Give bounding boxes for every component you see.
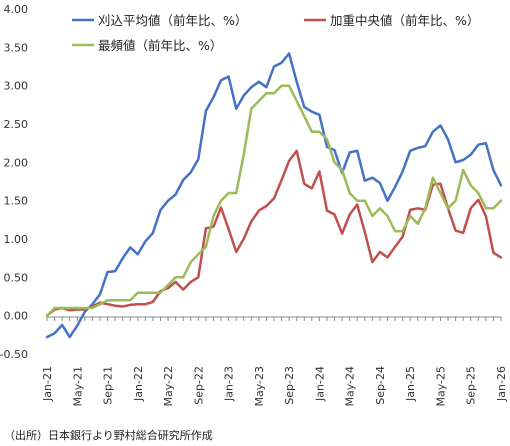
x-tick-label: May-24	[344, 366, 357, 407]
series-lines	[45, 52, 503, 339]
x-tick-label: Jan-24	[313, 366, 326, 402]
y-tick-label: 2.00	[4, 156, 29, 169]
y-tick-label: 4.00	[4, 3, 29, 16]
x-tick-label: Sep-21	[102, 366, 115, 405]
series-line-3	[45, 84, 503, 317]
legend-label-2: 加重中央値（前年比、%）	[330, 13, 479, 28]
x-tick-label: Sep-23	[283, 366, 296, 405]
legend: 刈込平均値（前年比、%） 加重中央値（前年比、%） 最頻値（前年比、%）	[72, 13, 479, 53]
x-tick-label: Jan-23	[223, 366, 236, 402]
legend-label-3: 最頻値（前年比、%）	[98, 38, 222, 53]
y-tick-label: 1.50	[4, 195, 29, 208]
x-tick-label: Sep-22	[192, 366, 205, 405]
x-tick-label: May-25	[434, 366, 447, 407]
x-axis: Jan-21 May-21 Sep-21 Jan-22 May-22 Sep-22 Jan-…	[41, 316, 508, 407]
x-tick-label: May-22	[162, 366, 175, 407]
series-line-1	[45, 52, 503, 339]
source-note: （出所）日本銀行より野村総合研究所作成	[4, 429, 213, 442]
series-line-2	[45, 149, 503, 317]
x-tick-label: Sep-25	[465, 366, 478, 405]
x-tick-label: Jan-26	[495, 366, 508, 402]
y-axis-labels: 4.00 3.50 3.00 2.50 2.00 1.50 1.00 0.50 0.00 -0.5…	[0, 3, 28, 361]
x-tick-label: Jan-22	[132, 366, 145, 402]
x-tick-label: May-23	[253, 366, 266, 407]
x-tick-label: Jan-25	[404, 366, 417, 402]
y-tick-label: 0.50	[4, 271, 29, 284]
y-tick-label: 3.50	[4, 41, 29, 54]
legend-label-1: 刈込平均値（前年比、%）	[98, 13, 247, 28]
x-tick-label: Jan-21	[41, 366, 54, 402]
y-tick-label: 0.00	[4, 310, 29, 323]
x-tick-label: May-21	[71, 366, 84, 407]
y-tick-label: 2.50	[4, 118, 29, 131]
y-tick-label: -0.50	[0, 348, 28, 361]
y-tick-label: 3.00	[4, 80, 29, 93]
x-tick-label: Sep-24	[374, 366, 387, 405]
y-tick-label: 1.00	[4, 233, 29, 246]
